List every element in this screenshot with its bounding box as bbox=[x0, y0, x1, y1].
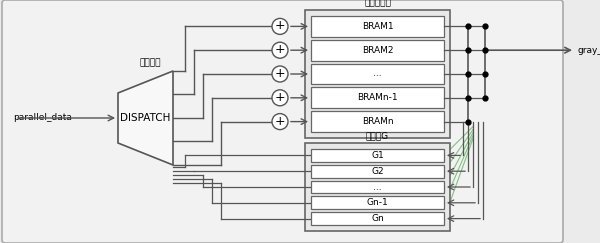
Text: BRAM2: BRAM2 bbox=[362, 46, 393, 55]
Text: G1: G1 bbox=[371, 151, 384, 160]
FancyBboxPatch shape bbox=[2, 0, 563, 243]
Text: 数据分发: 数据分发 bbox=[140, 58, 161, 67]
Text: gray_picture: gray_picture bbox=[577, 46, 600, 55]
FancyBboxPatch shape bbox=[311, 165, 444, 178]
Text: +: + bbox=[275, 67, 286, 80]
Text: +: + bbox=[275, 19, 286, 32]
FancyBboxPatch shape bbox=[311, 16, 444, 37]
FancyBboxPatch shape bbox=[311, 196, 444, 209]
Text: Gn: Gn bbox=[371, 214, 384, 223]
Text: ...: ... bbox=[373, 69, 382, 78]
Text: BRAMn: BRAMn bbox=[362, 117, 394, 126]
FancyBboxPatch shape bbox=[311, 111, 444, 132]
Text: 合成器G: 合成器G bbox=[366, 131, 389, 140]
Circle shape bbox=[272, 113, 288, 130]
Polygon shape bbox=[118, 71, 173, 165]
Text: +: + bbox=[275, 91, 286, 104]
Text: 三维数据库: 三维数据库 bbox=[364, 0, 391, 7]
FancyBboxPatch shape bbox=[311, 181, 444, 193]
Text: ...: ... bbox=[373, 182, 382, 191]
Circle shape bbox=[272, 66, 288, 82]
Circle shape bbox=[272, 42, 288, 58]
Text: G2: G2 bbox=[371, 167, 384, 176]
Text: BRAM1: BRAM1 bbox=[362, 22, 394, 31]
Text: parallel_data: parallel_data bbox=[13, 113, 72, 122]
FancyBboxPatch shape bbox=[311, 149, 444, 162]
FancyBboxPatch shape bbox=[311, 40, 444, 61]
Circle shape bbox=[272, 18, 288, 35]
Circle shape bbox=[272, 90, 288, 106]
FancyBboxPatch shape bbox=[311, 212, 444, 225]
Text: +: + bbox=[275, 43, 286, 56]
FancyBboxPatch shape bbox=[311, 87, 444, 108]
Text: BRAMn-1: BRAMn-1 bbox=[357, 93, 398, 102]
FancyBboxPatch shape bbox=[311, 64, 444, 84]
Text: +: + bbox=[275, 115, 286, 128]
FancyBboxPatch shape bbox=[305, 10, 450, 138]
Text: DISPATCH: DISPATCH bbox=[121, 113, 170, 123]
Text: Gn-1: Gn-1 bbox=[367, 198, 388, 207]
FancyBboxPatch shape bbox=[305, 143, 450, 231]
